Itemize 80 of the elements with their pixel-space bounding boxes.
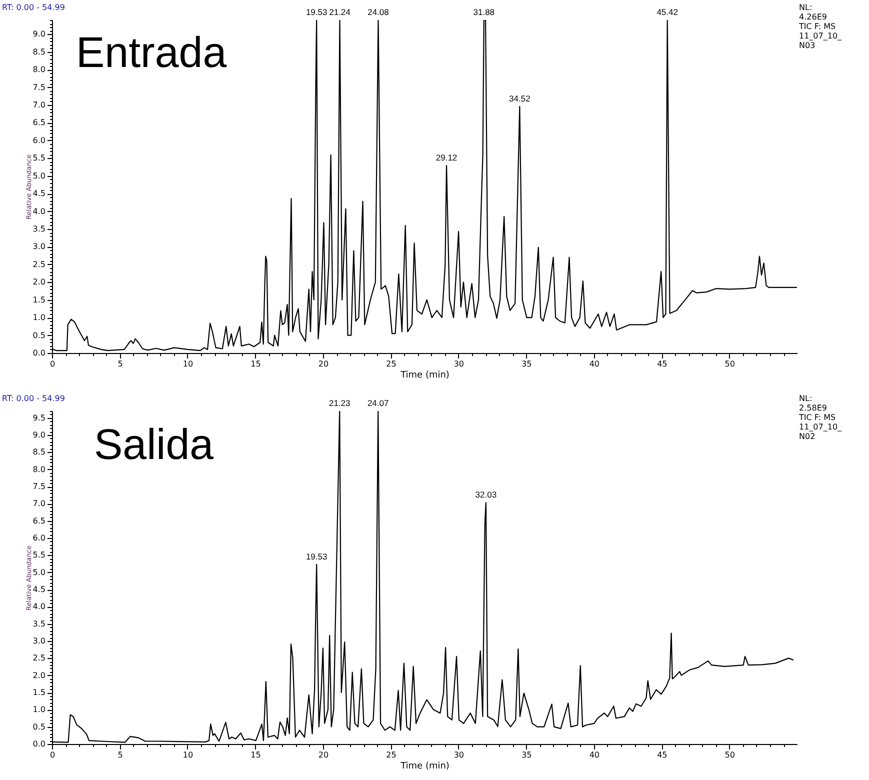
y-tick-label: 4.0 bbox=[32, 602, 46, 612]
y-tick-label: 9.5 bbox=[32, 413, 46, 422]
x-tick-label: 45 bbox=[657, 750, 668, 760]
x-axis-title: Time (min) bbox=[400, 370, 450, 380]
x-tick-label: 35 bbox=[522, 360, 532, 368]
y-tick-label: 7.0 bbox=[32, 499, 46, 508]
x-tick-label: 10 bbox=[182, 360, 194, 368]
y-tick-label: 2.0 bbox=[32, 670, 46, 680]
x-tick-label: 45 bbox=[657, 360, 668, 368]
y-tick-label: 8.5 bbox=[32, 47, 46, 56]
y-tick-label: 3.0 bbox=[32, 636, 46, 646]
x-tick-label: 20 bbox=[318, 750, 329, 760]
chart-title: Entrada bbox=[76, 29, 227, 77]
x-tick-label: 50 bbox=[724, 750, 735, 760]
annotation: 24.07 bbox=[367, 398, 389, 408]
text: NL: 2.58E9 TIC F: MS 11_07_10_ N02 bbox=[798, 394, 843, 441]
x-tick-label: 30 bbox=[454, 750, 464, 760]
y-tick-label: 1.0 bbox=[32, 705, 46, 714]
annotation: 32.03 bbox=[475, 490, 497, 500]
y-tick-label: 0.5 bbox=[32, 722, 46, 732]
y-tick-label: 5.5 bbox=[32, 154, 46, 163]
annotation: 21.24 bbox=[329, 7, 351, 17]
annotation: 34.52 bbox=[509, 93, 531, 104]
y-tick-label: 5.0 bbox=[32, 568, 46, 577]
text: NL: 4.26E9 TIC F: MS 11_07_10_ N03 bbox=[798, 3, 843, 50]
x-tick-label: 10 bbox=[182, 750, 194, 760]
y-tick-label: 8.5 bbox=[32, 448, 46, 457]
x-tick-label: 50 bbox=[724, 360, 735, 368]
annotation: 45.42 bbox=[656, 7, 678, 17]
y-tick-label: 5.0 bbox=[32, 171, 46, 180]
y-tick-label: 0.0 bbox=[32, 348, 46, 358]
x-axis-title: Time (min) bbox=[400, 762, 450, 772]
annotation: 31.88 bbox=[473, 7, 495, 17]
x-tick-label: 20 bbox=[318, 360, 329, 368]
y-tick-label: 4.5 bbox=[32, 585, 46, 594]
y-tick-label: 6.0 bbox=[32, 534, 46, 543]
y-tick-label: 2.5 bbox=[32, 654, 46, 663]
x-tick-label: 25 bbox=[386, 360, 396, 368]
annotation: 21.23 bbox=[328, 398, 351, 408]
y-tick-label: 8.0 bbox=[32, 464, 46, 474]
x-tick-label: 15 bbox=[250, 360, 261, 368]
y-tick-label: 4.0 bbox=[32, 206, 46, 216]
y-tick-label: 1.0 bbox=[32, 313, 46, 322]
annotation: 19.53 bbox=[306, 7, 328, 17]
chart-subtitle: RT: 0.00 - 54.99 bbox=[2, 3, 65, 12]
y-tick-label: 7.0 bbox=[32, 100, 46, 110]
y-tick-label: 7.5 bbox=[32, 82, 46, 92]
y-tick-label: 6.0 bbox=[32, 136, 46, 145]
y-tick-label: 6.5 bbox=[32, 516, 46, 526]
y-tick-label: 2.5 bbox=[32, 260, 46, 269]
y-tick-label: 7.5 bbox=[32, 482, 46, 492]
y-tick-label: 1.5 bbox=[32, 295, 46, 304]
y-tick-label: 3.5 bbox=[32, 619, 46, 628]
annotation: 24.08 bbox=[368, 7, 390, 17]
x-tick-label: 0 bbox=[50, 360, 56, 368]
y-tick-label: 8.0 bbox=[32, 65, 46, 74]
y-tick-label: 0.0 bbox=[32, 740, 46, 748]
x-tick-label: 40 bbox=[589, 750, 600, 760]
x-tick-label: 35 bbox=[522, 750, 532, 760]
x-tick-label: 30 bbox=[454, 360, 464, 368]
x-tick-label: 15 bbox=[250, 750, 261, 760]
y-tick-label: 9.0 bbox=[32, 430, 46, 440]
x-tick-label: 5 bbox=[118, 360, 123, 368]
y-tick-label: 4.5 bbox=[32, 189, 46, 198]
annotation: 29.12 bbox=[436, 152, 458, 163]
chart-subtitle: RT: 0.00 - 54.99 bbox=[2, 394, 65, 403]
y-tick-label: 5.5 bbox=[32, 550, 46, 560]
y-tick-label: 9.0 bbox=[32, 30, 46, 39]
x-tick-label: 0 bbox=[50, 750, 56, 760]
y-tick-label: 3.0 bbox=[32, 242, 46, 252]
y-tick-label: 6.5 bbox=[32, 118, 46, 128]
y-tick-label: 2.0 bbox=[32, 278, 46, 287]
x-tick-label: 25 bbox=[386, 750, 396, 760]
x-tick-label: 40 bbox=[589, 360, 600, 368]
y-tick-label: 0.5 bbox=[32, 330, 46, 340]
y-tick-label: 1.5 bbox=[32, 688, 46, 698]
y-tick-label: 3.5 bbox=[32, 224, 46, 234]
x-tick-label: 5 bbox=[118, 750, 123, 760]
annotation: 19.53 bbox=[306, 551, 328, 562]
chart-title: Salida bbox=[94, 421, 214, 469]
